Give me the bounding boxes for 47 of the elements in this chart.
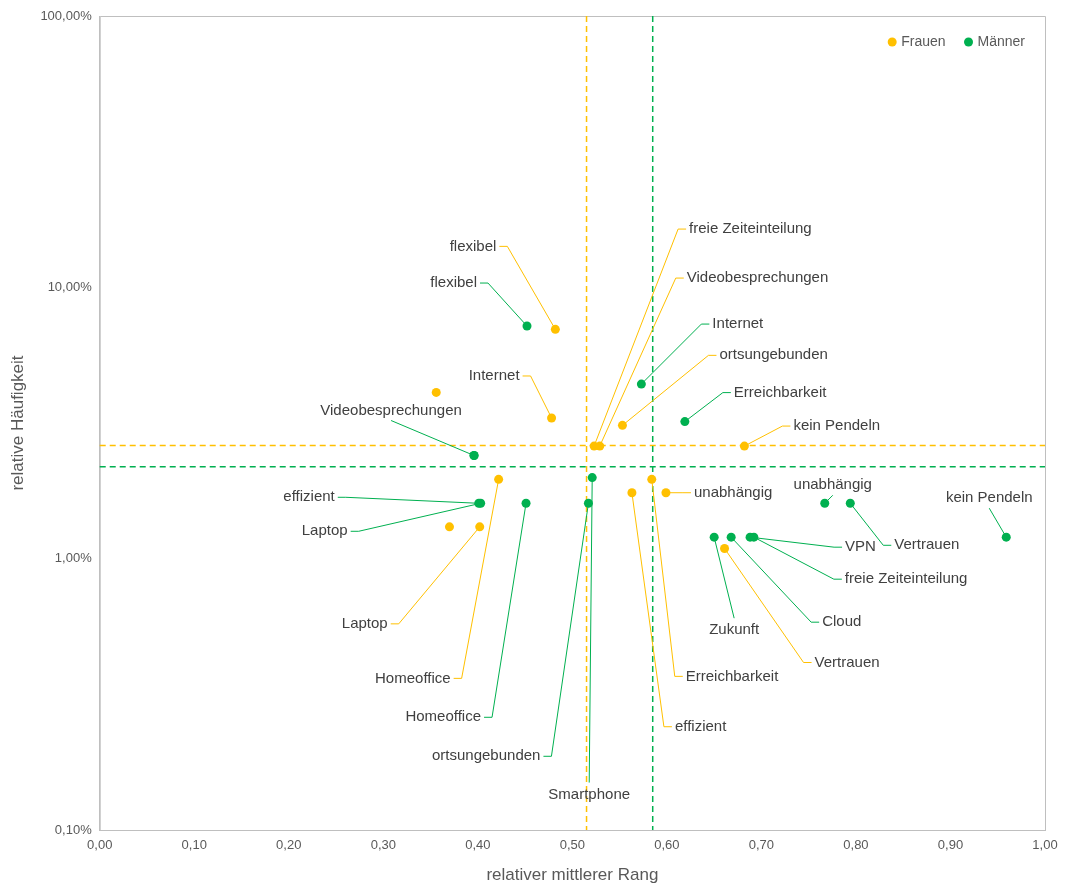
x-tick-label: 1,00 (1032, 837, 1058, 853)
data-label: unabhängig (793, 475, 872, 493)
legend-label: Frauen (901, 32, 946, 49)
data-label: Laptop (341, 613, 388, 631)
x-tick-label: 0,80 (843, 837, 869, 853)
data-label: effizient (674, 716, 728, 734)
x-tick-label: 0,90 (937, 837, 964, 853)
data-label: kein Pendeln (793, 416, 881, 434)
data-label: Smartphone (548, 784, 631, 802)
data-label: VPN (845, 537, 876, 555)
data-label: flexibel (430, 273, 477, 291)
y-tick-label: 10,00% (47, 278, 93, 294)
data-label: Videobesprechungen (320, 400, 462, 418)
x-tick-label: 0,20 (276, 837, 302, 853)
y-tick-label: 0,10% (54, 821, 93, 837)
data-label: Vertrauen (894, 535, 960, 553)
x-tick-label: 0,10 (181, 837, 207, 853)
data-label: Internet (468, 366, 521, 384)
data-label: Erreichbarkeit (685, 666, 780, 684)
legend-label: Männer (977, 32, 1026, 49)
y-tick-label: 100,00% (40, 7, 93, 23)
x-axis-title: relativer mittlerer Rang (486, 865, 659, 885)
data-label: ortsungebunden (719, 345, 828, 363)
data-label: ortsungebunden (431, 746, 541, 764)
data-label: Videobesprechungen (686, 268, 829, 286)
data-label: unabhängig (693, 482, 773, 500)
x-tick-label: 0,50 (559, 837, 586, 853)
data-label: Internet (712, 314, 765, 332)
data-label: Zukunft (709, 620, 760, 638)
data-label: Vertrauen (814, 652, 880, 670)
data-label: Homeoffice (375, 668, 451, 686)
x-tick-label: 0,30 (370, 837, 396, 853)
data-label: Erreichbarkeit (733, 382, 828, 400)
data-label: Homeoffice (405, 707, 482, 725)
data-label: freie Zeiteinteilung (689, 219, 812, 237)
x-tick-label: 0,70 (748, 837, 775, 853)
x-tick-label: 0,00 (87, 837, 113, 853)
data-label: flexibel (449, 236, 497, 254)
data-label: Laptop (301, 521, 348, 539)
y-axis-title: relative Häufigkeit (7, 355, 27, 491)
data-label: freie Zeiteinteilung (844, 569, 968, 587)
data-label: kein Pendeln (945, 488, 1033, 506)
data-label: Cloud (822, 612, 862, 630)
x-tick-label: 0,40 (465, 837, 491, 853)
x-tick-label: 0,60 (654, 837, 680, 853)
y-tick-label: 1,00% (54, 550, 93, 566)
data-label: effizient (283, 487, 336, 505)
